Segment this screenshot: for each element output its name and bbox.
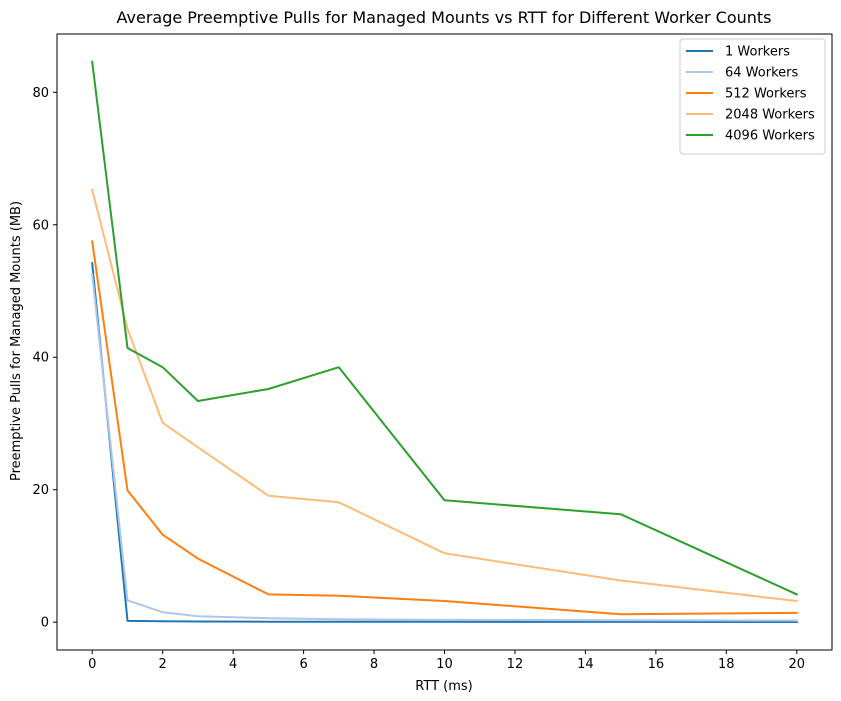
chart-title: Average Preemptive Pulls for Managed Mou… [117, 8, 772, 27]
legend-label-3: 2048 Workers [725, 108, 815, 123]
y-tick-label: 60 [32, 218, 49, 233]
y-tick-label: 40 [32, 351, 49, 366]
x-tick-label: 20 [788, 657, 805, 672]
y-tick-label: 20 [32, 483, 49, 498]
series-line-2 [91, 240, 798, 616]
series-line-0 [91, 262, 798, 624]
x-tick-label: 2 [159, 657, 167, 672]
legend-box [679, 38, 826, 155]
series-line-4 [91, 60, 799, 596]
y-tick-label: 0 [41, 616, 49, 631]
legend-label-2: 512 Workers [725, 87, 807, 102]
x-axis-label: RTT (ms) [415, 679, 472, 694]
x-tick-label: 12 [507, 657, 524, 672]
y-axis-label: Preemptive Pulls for Managed Mounts (MB) [9, 201, 24, 481]
legend-label-0: 1 Workers [725, 45, 790, 60]
x-tick-label: 6 [299, 657, 307, 672]
plot-area: 0 2 4 6 8 10 12 14 16 18 20 0 20 40 60 80 [32, 33, 833, 672]
legend-label-1: 64 Workers [725, 66, 798, 81]
x-tick-label: 4 [229, 657, 237, 672]
legend: 1 Workers 64 Workers 512 Workers 2048 Worke… [679, 38, 826, 155]
x-tick-label: 18 [718, 657, 735, 672]
legend-label-4: 4096 Workers [725, 129, 815, 144]
y-tick-label: 80 [32, 86, 49, 101]
x-tick-label: 14 [577, 657, 594, 672]
x-tick-label: 0 [88, 657, 96, 672]
x-tick-label: 10 [436, 657, 453, 672]
series-line-3 [90, 188, 798, 603]
series-line-1 [91, 273, 798, 622]
x-tick-label: 16 [648, 657, 665, 672]
x-tick-label: 8 [370, 657, 378, 672]
